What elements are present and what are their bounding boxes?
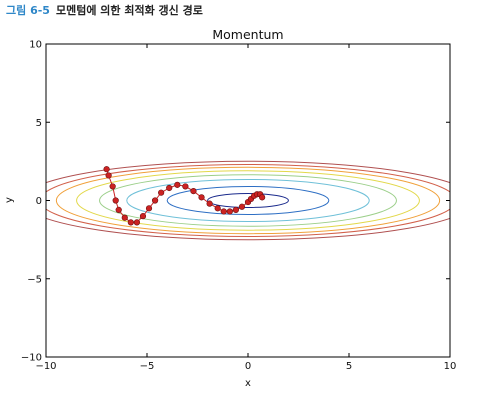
y-tick-label: −10 bbox=[21, 353, 42, 364]
figure-caption-text: 모멘텀에 의한 최적화 갱신 경로 bbox=[55, 4, 203, 17]
y-axis-label: y bbox=[4, 197, 15, 203]
path-point bbox=[259, 194, 266, 201]
x-tick-label: 10 bbox=[444, 361, 457, 372]
contour-line bbox=[126, 179, 370, 222]
y-tick-label: 10 bbox=[29, 40, 42, 51]
contour-line bbox=[46, 160, 450, 241]
x-tick-label: 5 bbox=[346, 361, 352, 372]
y-tick-label: 5 bbox=[36, 118, 42, 129]
path-point bbox=[145, 205, 153, 212]
chart-title: Momentum bbox=[212, 27, 283, 42]
path-point bbox=[166, 184, 173, 192]
path-point bbox=[139, 213, 147, 220]
path-point bbox=[112, 197, 119, 204]
path-point bbox=[206, 200, 213, 207]
path-point bbox=[220, 208, 227, 215]
path-point bbox=[238, 203, 246, 210]
path-point bbox=[214, 205, 221, 212]
path-point bbox=[115, 206, 122, 213]
path-point bbox=[151, 197, 159, 204]
path-point bbox=[105, 172, 112, 179]
y-tick-label: −5 bbox=[27, 274, 42, 285]
contour-line bbox=[76, 170, 420, 231]
path-point bbox=[182, 183, 189, 190]
contour-line bbox=[55, 166, 441, 235]
path-point bbox=[127, 219, 134, 226]
path-point bbox=[198, 194, 205, 201]
x-tick-label: −5 bbox=[140, 361, 155, 372]
path-point bbox=[121, 214, 128, 221]
path-point bbox=[232, 206, 239, 213]
x-axis-label: x bbox=[245, 378, 251, 389]
x-tick-label: 0 bbox=[245, 361, 251, 372]
figure-caption: 그림 6-5 모멘텀에 의한 최적화 갱신 경로 bbox=[6, 2, 203, 18]
path-point bbox=[158, 189, 165, 196]
path-point bbox=[133, 219, 140, 226]
contour-line bbox=[166, 186, 330, 215]
x-tick-label: −10 bbox=[35, 361, 56, 372]
path-point bbox=[174, 181, 181, 188]
contour-line bbox=[207, 193, 289, 208]
y-tick-label: 0 bbox=[36, 196, 42, 207]
axis-ticks: −10 −5 0 5 10 −10 −5 0 5 10 bbox=[21, 40, 456, 373]
contour-lines bbox=[46, 160, 450, 241]
figure-number: 그림 6-5 bbox=[6, 4, 50, 17]
path-point bbox=[109, 183, 116, 190]
path-point bbox=[190, 188, 197, 195]
contour-line bbox=[99, 174, 397, 227]
contour-line bbox=[46, 163, 450, 238]
optimization-points bbox=[103, 166, 266, 226]
path-point bbox=[103, 166, 110, 173]
path-point bbox=[226, 208, 233, 215]
